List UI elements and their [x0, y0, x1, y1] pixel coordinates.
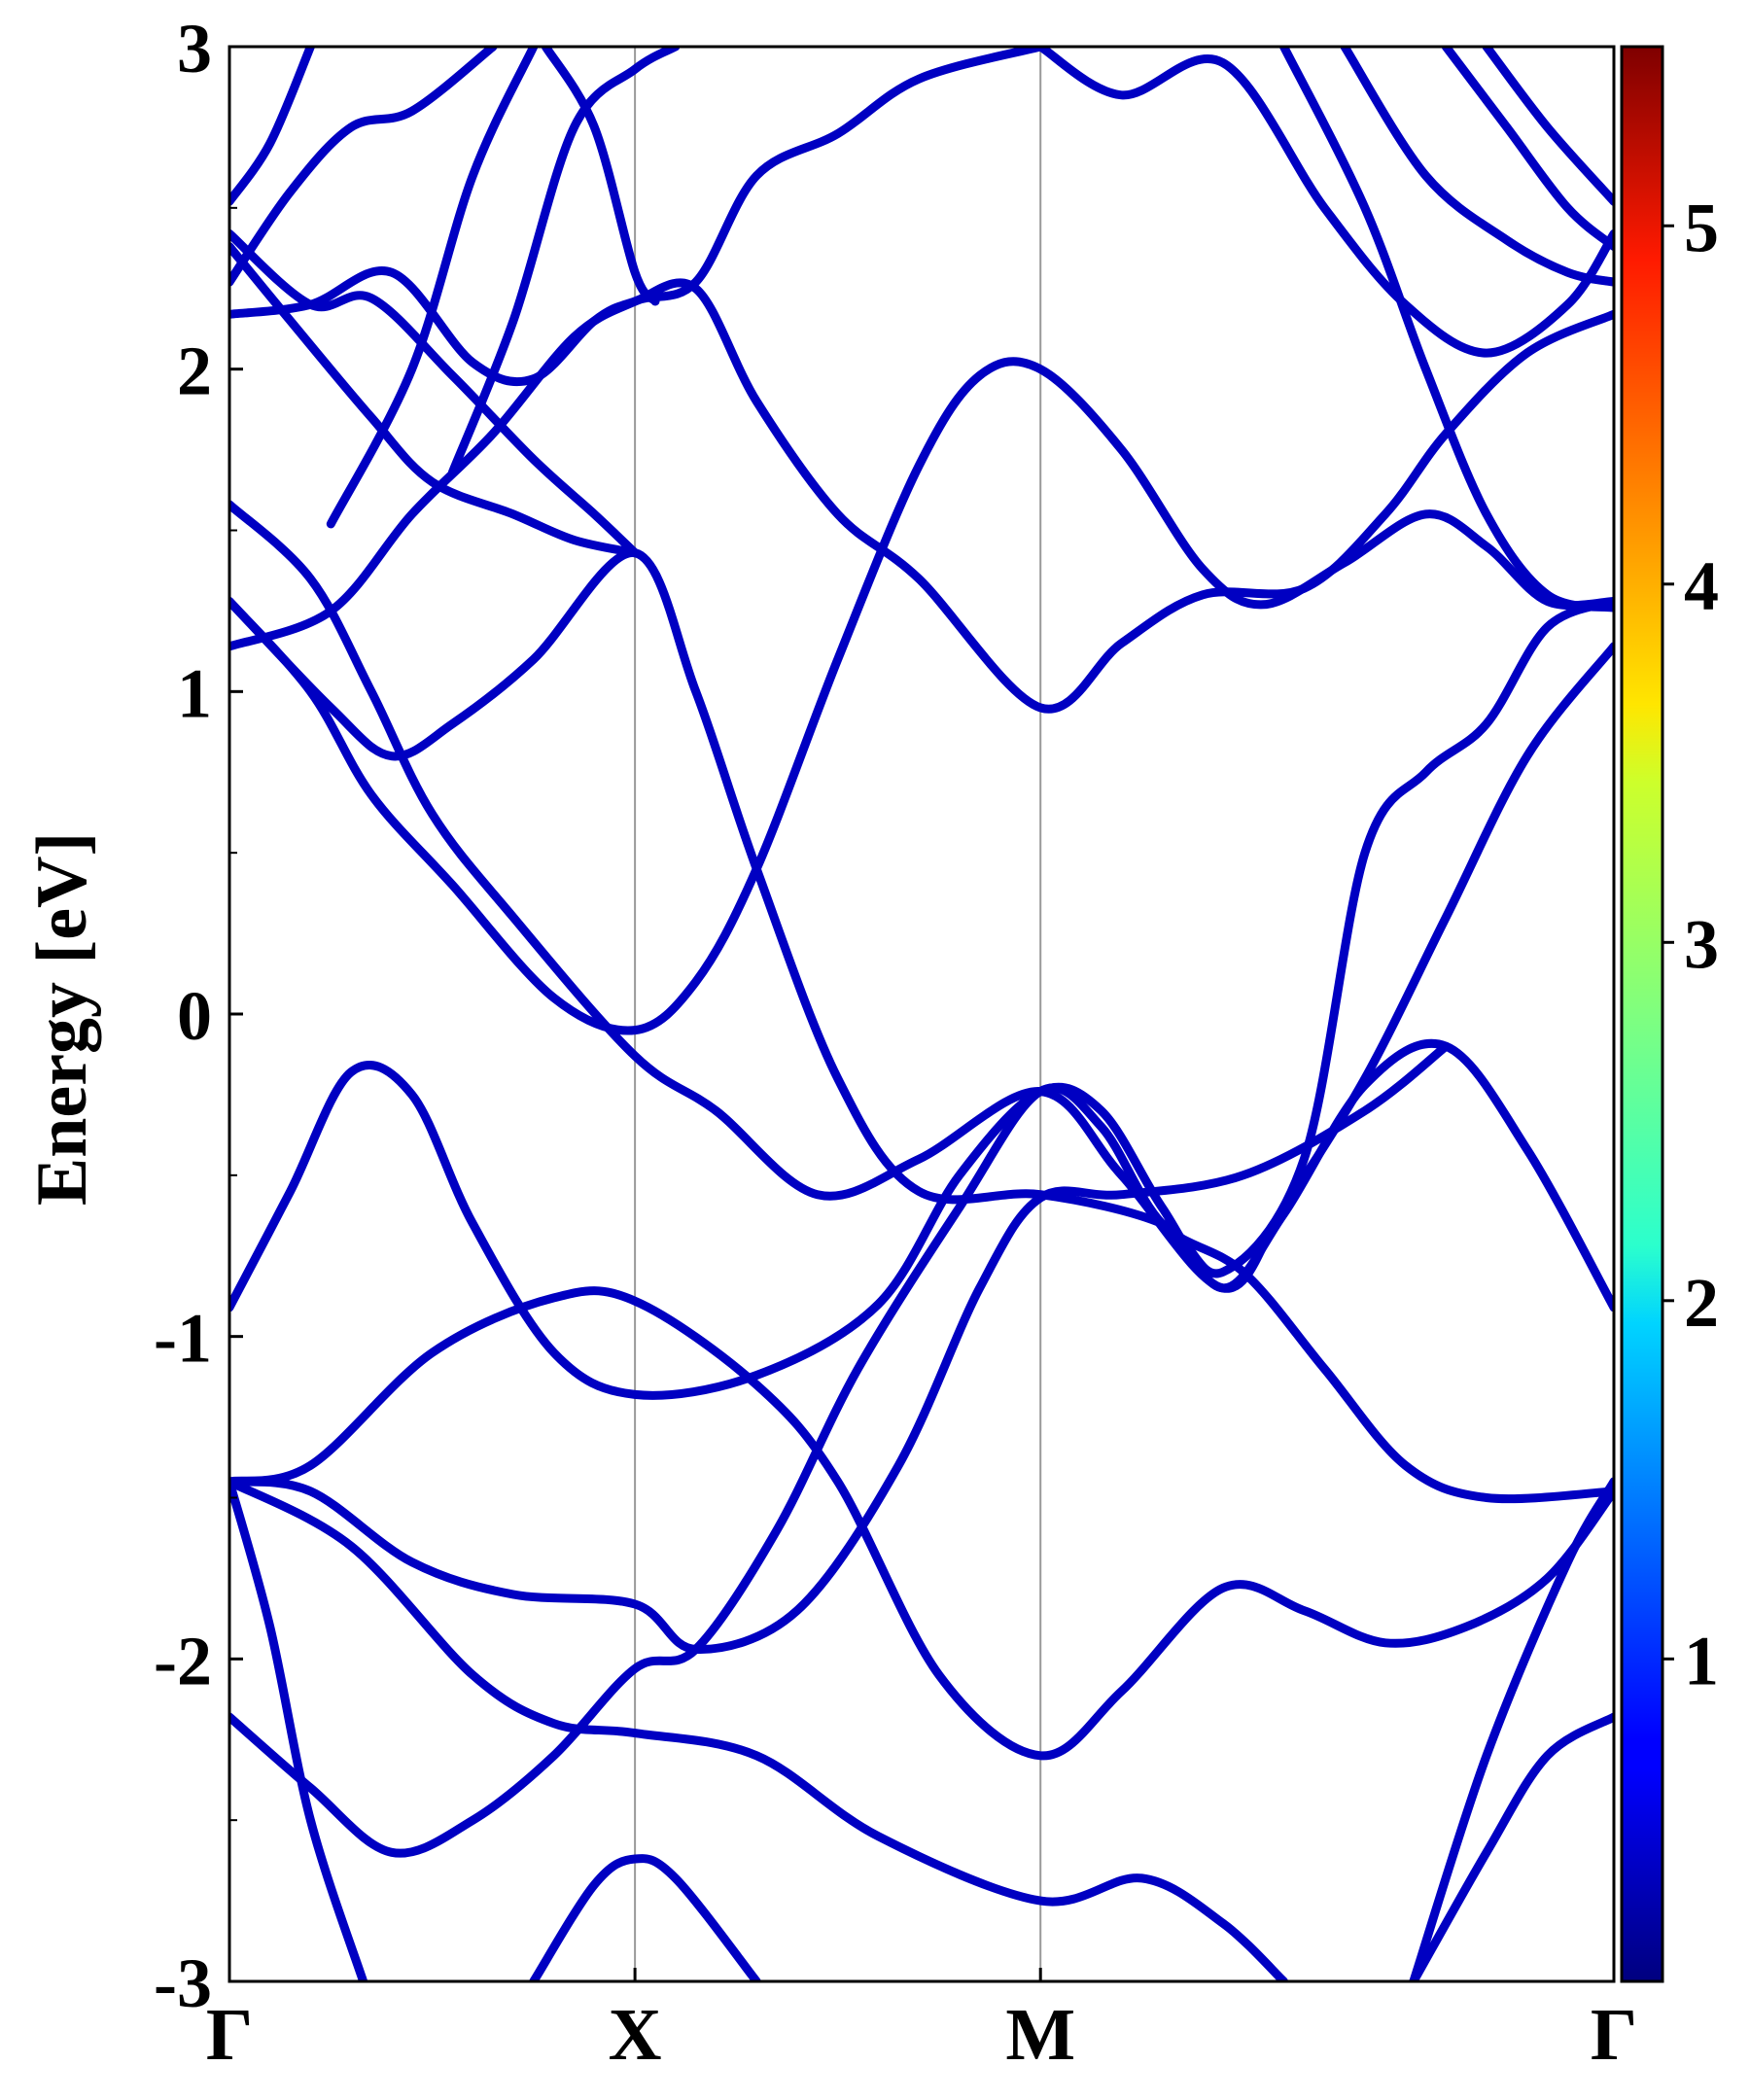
x-tick-label: M: [1005, 1994, 1075, 2076]
colorbar-tick-label: 4: [1684, 547, 1719, 625]
band-line-7: [529, 1854, 761, 1981]
band-line-12: [229, 357, 1614, 1035]
band-line-14: [229, 228, 640, 558]
band-line-21: [541, 47, 660, 306]
colorbar: 1 2 3 4 5: [1620, 45, 1719, 1983]
colorbar-tick-label: 3: [1684, 905, 1719, 983]
band-line-22: [1035, 47, 1614, 358]
y-tick-label: 0: [177, 977, 212, 1055]
colorbar-tick-label: 2: [1684, 1264, 1719, 1342]
y-tick-label: -2: [154, 1622, 212, 1699]
y-tick-label: 2: [177, 332, 212, 410]
plot-frame: [228, 45, 1616, 1983]
colorbar-bar: [1620, 45, 1664, 1983]
k-path-separator-lines: [634, 47, 1042, 1981]
band-line-16: [229, 47, 498, 287]
band-line-25: [1441, 47, 1614, 252]
band-line-2: [229, 1286, 1614, 1761]
x-tick-label: Γ: [1591, 1994, 1637, 2076]
band-line-3: [229, 1041, 1451, 1654]
band-lines: [229, 47, 1614, 1981]
band-line-17: [229, 242, 640, 558]
y-tick-label: -3: [154, 1944, 212, 2022]
band-line-4: [229, 1083, 1614, 1858]
band-line-15: [229, 266, 1614, 714]
band-line-9: [1409, 1477, 1614, 1981]
colorbar-tick-label: 5: [1684, 189, 1719, 266]
band-line-10: [229, 548, 1614, 1278]
colorbar-tick-label: 1: [1684, 1622, 1719, 1699]
y-tick-label: -1: [154, 1300, 212, 1378]
band-line-1: [229, 1038, 1614, 1400]
y-tick-label: 3: [177, 10, 212, 88]
band-line-24: [1340, 47, 1614, 287]
band-line-23: [1279, 47, 1614, 612]
band-line-20: [326, 47, 539, 529]
band-line-18: [229, 47, 315, 206]
y-tick-label: 1: [177, 654, 212, 732]
y-axis-label: Energy [eV]: [22, 832, 102, 1206]
y-axis-ticks: -3 -2 -1 0 1 2 3: [154, 10, 243, 2022]
band-line-19: [447, 47, 681, 477]
band-line-13: [229, 500, 1614, 1293]
x-tick-label: Γ: [206, 1994, 253, 2076]
band-line-5: [229, 1477, 1288, 1981]
band-line-6: [229, 1477, 368, 1981]
colorbar-ticks: 1 2 3 4 5: [1662, 189, 1719, 1699]
x-tick-label: X: [609, 1994, 662, 2076]
band-line-26: [1482, 47, 1614, 206]
band-line-8: [1409, 1712, 1614, 1981]
